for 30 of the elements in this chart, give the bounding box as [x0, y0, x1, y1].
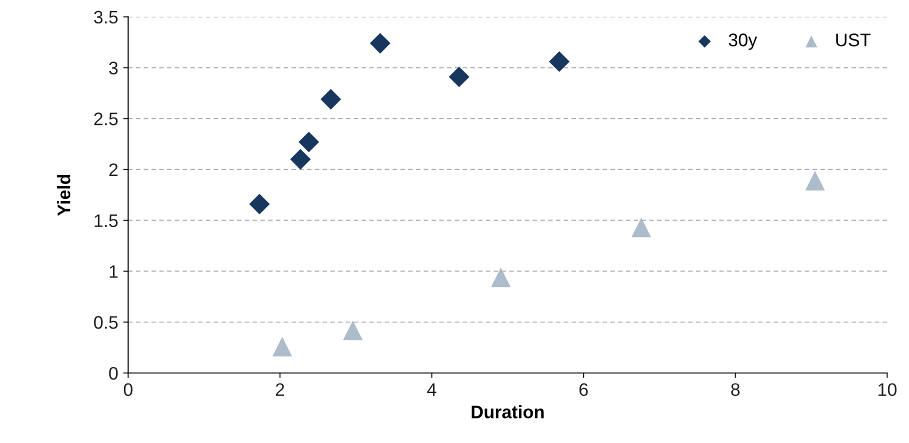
point [343, 320, 363, 340]
point [298, 132, 320, 152]
x-axis-title: Duration [472, 405, 544, 418]
point [370, 32, 390, 54]
point [448, 66, 470, 88]
y-tick-label: 3.5 [94, 10, 118, 24]
point [320, 88, 342, 110]
point [491, 268, 511, 288]
y-tick-label: 0 [109, 366, 118, 380]
x-tick-label: 8 [731, 383, 740, 396]
y-tick-label: 1.5 [94, 214, 118, 228]
y-tick-label: 3 [109, 62, 118, 74]
point [249, 194, 270, 214]
x-tick-label: 0 [124, 383, 132, 396]
x-tick-label: 2 [276, 383, 284, 396]
y-tick-label: 0.5 [94, 316, 118, 329]
x-tick-label: 6 [579, 383, 588, 396]
point [272, 336, 292, 356]
point [548, 51, 570, 72]
point [290, 149, 311, 170]
point [631, 218, 652, 238]
legend-label: 30y [728, 34, 758, 50]
y-axis-title: Yield [57, 174, 70, 216]
y-tick-label: 1 [110, 265, 118, 278]
x-tick-label: 4 [427, 383, 436, 396]
y-tick-label: 2 [109, 163, 118, 176]
point [805, 170, 825, 190]
legend-label: UST [836, 34, 871, 46]
x-tick-label: 10 [878, 383, 897, 396]
y-tick-label: 2.5 [94, 112, 118, 126]
